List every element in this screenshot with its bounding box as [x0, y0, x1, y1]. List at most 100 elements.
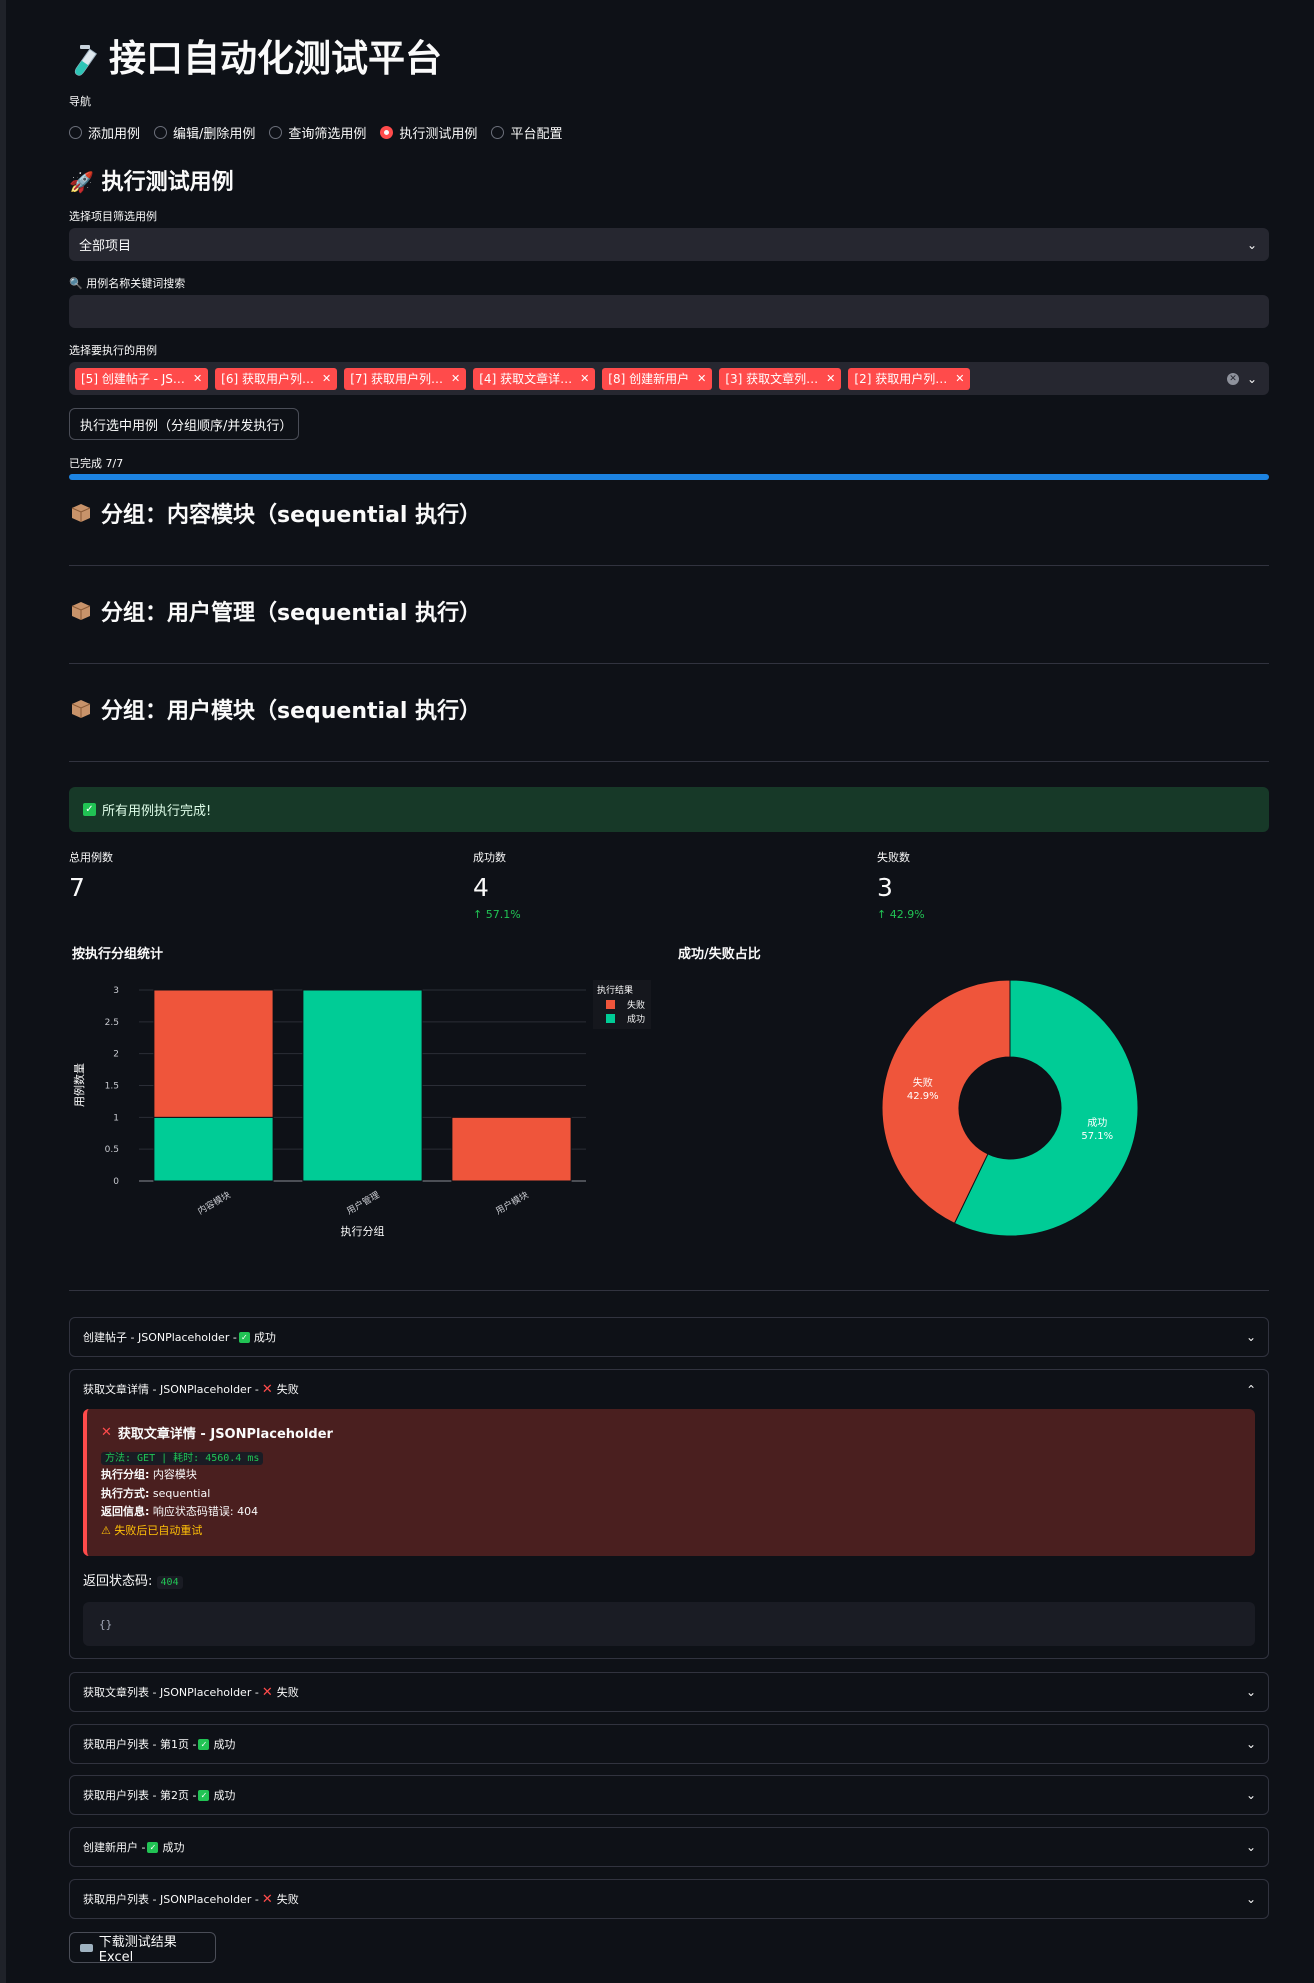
- y-axis-label: 用例数量: [72, 1063, 86, 1107]
- cross-icon: ✕: [261, 1381, 273, 1397]
- radio-checked-icon: [380, 126, 394, 139]
- nav-radio-group: 添加用例 编辑/删除用例 查询筛选用例 执行测试用例 平台配置: [69, 123, 576, 142]
- pie-chart-title: 成功/失败占比: [678, 947, 761, 962]
- field-value: 响应状态码错误: 404: [152, 1505, 259, 1518]
- close-icon[interactable]: ✕: [192, 372, 203, 385]
- slice-percent: 57.1%: [1081, 1131, 1113, 1142]
- expander-header[interactable]: 创建帖子 - JSONPlaceholder - ✓ 成功 ⌄: [70, 1318, 1268, 1356]
- radio-icon: [269, 126, 283, 139]
- result-expander[interactable]: 获取用户列表 - JSONPlaceholder - ✕ 失败 ⌄: [69, 1879, 1269, 1919]
- case-tag[interactable]: [6] 获取用户列… ✕: [215, 367, 338, 390]
- chevron-down-icon: ⌄: [1246, 371, 1257, 386]
- nav-option-query[interactable]: 查询筛选用例: [269, 123, 366, 142]
- package-icon: [71, 602, 91, 620]
- search-input[interactable]: [69, 295, 1269, 328]
- metric-delta-text: 57.1%: [485, 908, 521, 921]
- case-tag[interactable]: [8] 创建新用户 ✕: [602, 367, 713, 390]
- expander-header[interactable]: 获取用户列表 - JSONPlaceholder - ✕ 失败 ⌄: [70, 1880, 1268, 1918]
- test-tube-icon: [74, 44, 98, 76]
- close-icon[interactable]: ✕: [451, 372, 461, 385]
- error-detail-box: ✕ 获取文章详情 - JSONPlaceholder 方法: GET | 耗时:…: [83, 1409, 1255, 1556]
- legend-swatch: [606, 1000, 615, 1009]
- case-tag[interactable]: [2] 获取用户列… ✕: [848, 367, 971, 390]
- y-tick-label: 2: [113, 1050, 119, 1060]
- expander-header[interactable]: 获取文章详情 - JSONPlaceholder - ✕ 失败 ⌄: [70, 1370, 1268, 1408]
- case-tag[interactable]: [3] 获取文章列… ✕: [719, 367, 842, 390]
- legend-label: 失败: [627, 999, 645, 1011]
- expander-header[interactable]: 获取用户列表 - 第1页 - ✓ 成功 ⌄: [70, 1725, 1268, 1763]
- case-tag[interactable]: [4] 获取文章详… ✕: [473, 367, 596, 390]
- response-body-code: {}: [83, 1602, 1255, 1646]
- metric-delta-text: 42.9%: [889, 908, 925, 921]
- result-expander[interactable]: 获取用户列表 - 第1页 - ✓ 成功 ⌄: [69, 1724, 1269, 1764]
- metric-label: 成功数: [473, 851, 506, 864]
- nav-option-edit[interactable]: 编辑/删除用例: [154, 123, 255, 142]
- check-icon: ✓: [198, 1738, 210, 1750]
- x-axis-label: 执行分组: [341, 1224, 385, 1238]
- search-label-text: 用例名称关键词搜索: [86, 277, 186, 290]
- method-line-code: 方法: GET | 耗时: 4560.4 ms: [101, 1452, 264, 1465]
- expander-header[interactable]: 获取文章列表 - JSONPlaceholder - ✕ 失败 ⌄: [70, 1673, 1268, 1711]
- bar-segment-成功: [153, 1116, 274, 1182]
- expander-case-name: 获取文章详情 - JSONPlaceholder -: [83, 1383, 259, 1396]
- y-tick-label: 3: [113, 986, 119, 996]
- cases-multiselect[interactable]: [5] 创建帖子 - JS… ✕ [6] 获取用户列… ✕ [7] 获取用户列… ✕ …: [69, 362, 1269, 395]
- expander-case-name: 创建新用户 -: [83, 1841, 146, 1854]
- result-expander[interactable]: 获取文章列表 - JSONPlaceholder - ✕ 失败 ⌄: [69, 1672, 1269, 1712]
- check-icon: ✓: [147, 1841, 159, 1853]
- case-tag[interactable]: [7] 获取用户列… ✕: [344, 367, 467, 390]
- progress-bar-fill: [69, 474, 1269, 480]
- success-alert-text: 所有用例执行完成!: [102, 804, 212, 819]
- expander-case-name: 获取文章列表 - JSONPlaceholder -: [83, 1686, 259, 1699]
- field-label: 返回信息:: [101, 1505, 150, 1518]
- metric-value: 4: [473, 873, 489, 902]
- result-expander[interactable]: 获取用户列表 - 第2页 - ✓ 成功 ⌄: [69, 1775, 1269, 1815]
- divider: [69, 761, 1269, 762]
- radio-icon: [154, 126, 168, 139]
- rocket-icon: 🚀: [69, 170, 94, 194]
- radio-icon: [69, 126, 82, 139]
- response-body-text: {}: [99, 1617, 113, 1631]
- close-icon[interactable]: ✕: [955, 372, 965, 385]
- result-expander[interactable]: 创建新用户 - ✓ 成功 ⌄: [69, 1827, 1269, 1867]
- download-excel-label: 下载测试结果 Excel: [98, 1934, 177, 1965]
- result-expander[interactable]: 创建帖子 - JSONPlaceholder - ✓ 成功 ⌄: [69, 1317, 1269, 1357]
- check-icon: ✓: [198, 1789, 210, 1801]
- clear-all-icon[interactable]: ✕: [1227, 372, 1239, 385]
- close-icon[interactable]: ✕: [697, 372, 707, 385]
- group-heading-text: 分组：用户管理（sequential 执行）: [101, 601, 482, 626]
- project-select[interactable]: 全部项目 ⌄: [69, 228, 1269, 261]
- nav-option-add[interactable]: 添加用例: [69, 123, 140, 142]
- page-title-text: 接口自动化测试平台: [109, 37, 442, 80]
- x-tick-label: 用户管理: [344, 1189, 381, 1217]
- mode-line: 执行方式: sequential: [101, 1485, 210, 1501]
- chevron-down-icon: ⌄: [1245, 1788, 1256, 1802]
- close-icon[interactable]: ✕: [826, 372, 836, 385]
- close-icon[interactable]: ✕: [321, 372, 332, 385]
- run-cases-button[interactable]: 执行选中用例（分组顺序/并发执行）: [69, 408, 299, 440]
- donut-slice-成功: [953, 979, 1139, 1237]
- chevron-down-icon: ⌄: [1246, 237, 1257, 252]
- info-line: 返回信息: 响应状态码错误: 404: [101, 1503, 258, 1519]
- close-icon[interactable]: ✕: [580, 372, 590, 385]
- case-tag[interactable]: [5] 创建帖子 - JS… ✕: [75, 367, 209, 390]
- expander-header[interactable]: 获取用户列表 - 第2页 - ✓ 成功 ⌄: [70, 1776, 1268, 1814]
- y-tick-label: 1.5: [105, 1082, 119, 1092]
- result-expander-open: 获取文章详情 - JSONPlaceholder - ✕ 失败 ⌄ ✕ 获取文章…: [69, 1369, 1269, 1659]
- check-icon: ✓: [83, 803, 96, 816]
- field-value: 内容模块: [152, 1468, 197, 1481]
- group-heading: 分组：用户模块（sequential 执行）: [69, 693, 481, 725]
- bar-segment-成功: [302, 989, 423, 1182]
- nav-option-run[interactable]: 执行测试用例: [380, 123, 477, 142]
- chevron-down-icon: ⌄: [1245, 1892, 1256, 1906]
- case-tag-label: [3] 获取文章列…: [725, 372, 819, 386]
- section-title-text: 执行测试用例: [101, 170, 234, 195]
- status-code-line: 返回状态码: 404: [83, 1570, 183, 1589]
- download-excel-button[interactable]: 下载测试结果 Excel: [69, 1932, 216, 1965]
- nav-option-label: 查询筛选用例: [288, 127, 367, 142]
- expander-header[interactable]: 创建新用户 - ✓ 成功 ⌄: [70, 1828, 1268, 1866]
- expander-status: 失败: [276, 1686, 299, 1699]
- nav-option-config[interactable]: 平台配置: [491, 123, 562, 142]
- expander-status: 失败: [276, 1893, 299, 1906]
